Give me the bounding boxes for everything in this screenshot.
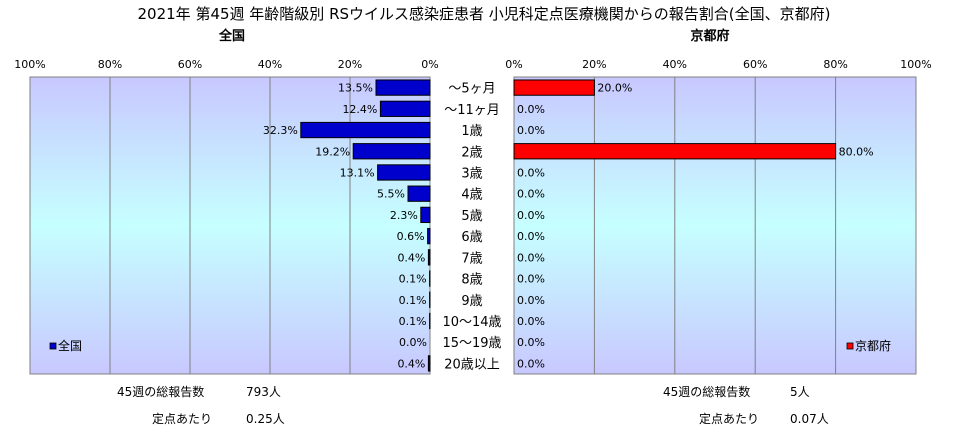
left-value-label: 5.5% (377, 188, 405, 201)
category-label: ～5ヶ月 (448, 82, 495, 97)
chart-title: 2021年 第45週 年齢階級別 RSウイルス感染症患者 小児科定点医療機関から… (138, 5, 831, 23)
right-value-label: 0.0% (517, 294, 545, 307)
left-bar (377, 164, 431, 181)
left-tick-label: 0% (421, 58, 438, 71)
left-tick-label: 80% (98, 58, 122, 71)
right-per-value: 0.07人 (790, 412, 829, 426)
right-bar (513, 143, 837, 160)
right-tick-label: 0% (505, 58, 522, 71)
left-bar (427, 355, 431, 372)
right-tick-label: 100% (900, 58, 931, 71)
category-label: 20歳以上 (444, 357, 500, 372)
right-value-label: 0.0% (517, 315, 545, 328)
right-value-label: 0.0% (517, 357, 545, 370)
left-legend-label: 全国 (58, 338, 82, 353)
left-value-label: 13.1% (340, 166, 375, 179)
right-legend-swatch (846, 342, 854, 350)
left-value-label: 0.1% (399, 273, 427, 286)
right-per-label: 定点あたり (699, 412, 760, 426)
left-value-label: 2.3% (390, 209, 418, 222)
left-total-label: 45週の総報告数 (117, 385, 205, 399)
left-tick-label: 40% (258, 58, 282, 71)
right-value-label: 0.0% (517, 336, 545, 349)
right-tick-label: 80% (823, 58, 847, 71)
right-value-label: 0.0% (517, 103, 545, 116)
left-per-label: 定点あたり (152, 412, 213, 426)
left-legend: 全国 (49, 338, 82, 353)
left-total-value: 793人 (246, 385, 281, 399)
left-bar (352, 143, 431, 160)
right-legend: 京都府 (846, 338, 891, 353)
category-label: 6歳 (461, 230, 482, 245)
right-value-label: 0.0% (517, 273, 545, 286)
left-tick-label: 60% (178, 58, 202, 71)
right-plot-area (513, 76, 917, 375)
right-value-label: 0.0% (517, 251, 545, 264)
left-tick-label: 20% (338, 58, 362, 71)
left-bar (379, 100, 431, 117)
right-legend-label: 京都府 (855, 338, 891, 353)
right-total-label: 45週の総報告数 (663, 385, 751, 399)
category-label: 15～19歳 (442, 336, 501, 351)
right-value-label: 20.0% (597, 82, 632, 95)
category-label: 5歳 (461, 209, 482, 224)
right-panel-title: 京都府 (690, 28, 729, 44)
left-value-label: 0.1% (399, 294, 427, 307)
left-value-label: 0.0% (399, 336, 427, 349)
left-value-label: 32.3% (263, 124, 298, 137)
left-bar (427, 249, 431, 266)
left-per-value: 0.25人 (246, 412, 285, 426)
right-value-label: 0.0% (517, 230, 545, 243)
right-value-label: 0.0% (517, 188, 545, 201)
category-label: 2歳 (461, 145, 482, 160)
category-label: 1歳 (461, 124, 482, 139)
right-value-label: 0.0% (517, 166, 545, 179)
left-legend-swatch (49, 342, 57, 350)
category-label: ～11ヶ月 (444, 103, 500, 118)
category-label: 3歳 (461, 166, 482, 181)
category-label: 8歳 (461, 273, 482, 288)
right-total-value: 5人 (790, 385, 810, 399)
category-label: 7歳 (461, 251, 482, 266)
category-label: 10～14歳 (442, 315, 501, 330)
left-bar (407, 185, 431, 202)
left-value-label: 0.6% (397, 230, 425, 243)
left-value-label: 19.2% (315, 145, 350, 158)
right-tick-label: 40% (663, 58, 687, 71)
left-plot-area (29, 76, 431, 375)
left-bar (420, 206, 431, 224)
left-tick-label: 100% (14, 58, 45, 71)
right-bar (513, 79, 595, 96)
left-value-label: 13.5% (338, 82, 373, 95)
category-label: 9歳 (461, 294, 482, 309)
left-bar (300, 121, 431, 139)
right-value-label: 80.0% (839, 145, 874, 158)
left-bar (375, 79, 431, 96)
right-value-label: 0.0% (517, 209, 545, 222)
left-value-label: 0.1% (399, 315, 427, 328)
right-tick-label: 60% (743, 58, 767, 71)
left-value-label: 0.4% (397, 251, 425, 264)
left-panel-title: 全国 (218, 28, 245, 44)
left-bar (427, 227, 431, 245)
right-tick-label: 20% (582, 58, 606, 71)
left-value-label: 12.4% (342, 103, 377, 116)
category-label: 4歳 (461, 188, 482, 203)
right-value-label: 0.0% (517, 124, 545, 137)
left-value-label: 0.4% (397, 357, 425, 370)
